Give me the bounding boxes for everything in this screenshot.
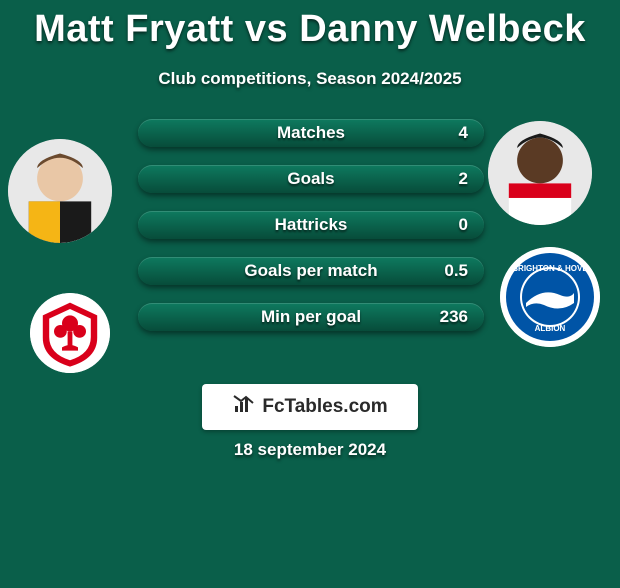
right-player-avatar xyxy=(488,121,592,225)
chart-icon xyxy=(232,392,256,422)
date-text: 18 september 2024 xyxy=(0,440,620,460)
page-title: Matt Fryatt vs Danny Welbeck xyxy=(0,8,620,51)
left-player-avatar xyxy=(8,139,112,243)
stat-label: Goals xyxy=(138,165,484,193)
stat-row-hattricks: Hattricks 0 xyxy=(138,211,484,239)
stat-value-right: 0 xyxy=(459,211,468,239)
stat-label: Goals per match xyxy=(138,257,484,285)
stat-value-right: 2 xyxy=(459,165,468,193)
stat-row-min-per-goal: Min per goal 236 xyxy=(138,303,484,331)
stat-value-right: 236 xyxy=(440,303,468,331)
stat-value-right: 0.5 xyxy=(444,257,468,285)
subtitle: Club competitions, Season 2024/2025 xyxy=(0,69,620,89)
comparison-panel: BRIGHTON & HOVE ALBION Matches 4 Goals 2… xyxy=(0,119,620,379)
left-club-badge xyxy=(30,293,110,373)
stat-rows: Matches 4 Goals 2 Hattricks 0 Goals per … xyxy=(138,119,484,349)
stat-label: Matches xyxy=(138,119,484,147)
svg-text:ALBION: ALBION xyxy=(535,324,566,333)
brand-box[interactable]: FcTables.com xyxy=(202,384,418,430)
brand-text: FcTables.com xyxy=(262,396,387,418)
right-club-badge: BRIGHTON & HOVE ALBION xyxy=(500,247,600,347)
stat-label: Min per goal xyxy=(138,303,484,331)
stat-label: Hattricks xyxy=(138,211,484,239)
svg-text:BRIGHTON & HOVE: BRIGHTON & HOVE xyxy=(512,264,588,273)
stat-row-goals: Goals 2 xyxy=(138,165,484,193)
stat-row-matches: Matches 4 xyxy=(138,119,484,147)
stat-value-right: 4 xyxy=(459,119,468,147)
stat-row-goals-per-match: Goals per match 0.5 xyxy=(138,257,484,285)
